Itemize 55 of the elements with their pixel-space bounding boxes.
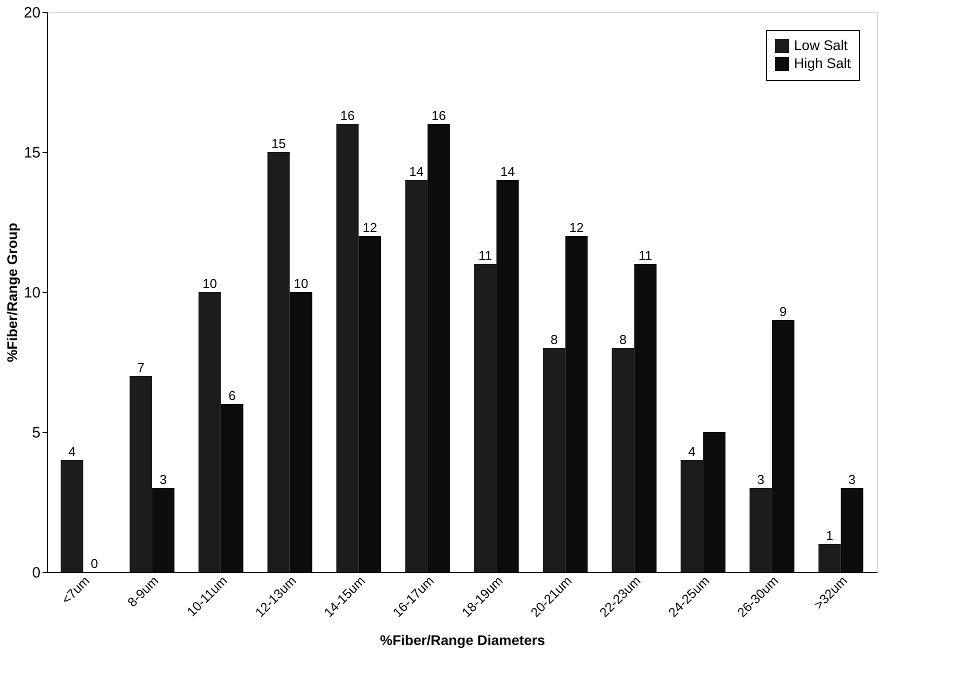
bar	[818, 544, 841, 572]
data-label: 3	[848, 472, 856, 487]
data-label: 9	[780, 304, 787, 319]
y-tick-label: 15	[24, 144, 40, 162]
y-tick-label: 0	[32, 564, 40, 582]
data-label: 16	[340, 108, 355, 123]
data-label: 16	[432, 108, 446, 123]
data-label: 12	[569, 220, 584, 235]
bar	[220, 404, 244, 572]
data-label: 3	[757, 472, 764, 487]
data-label: 1	[826, 528, 834, 543]
data-label: 4	[68, 444, 76, 459]
y-tick-label: 10	[24, 284, 40, 302]
data-label: 15	[271, 136, 286, 151]
bar	[840, 488, 864, 572]
data-label: 7	[137, 360, 144, 375]
data-label: 10	[294, 276, 308, 291]
data-label: 11	[638, 248, 652, 263]
y-axis-title: %Fiber/Range Group	[4, 222, 20, 362]
data-label: 4	[688, 444, 696, 459]
bar	[474, 264, 496, 572]
data-label: 0	[90, 556, 98, 571]
bar	[680, 460, 704, 572]
data-label: 10	[202, 276, 217, 291]
bar	[290, 292, 312, 572]
data-label: 12	[362, 220, 378, 235]
bar	[267, 152, 290, 572]
legend-label: Low Salt	[794, 37, 848, 53]
data-label: 8	[550, 332, 558, 347]
bar	[634, 264, 657, 572]
bar	[496, 180, 519, 572]
bar	[750, 488, 772, 572]
data-label: 14	[500, 164, 515, 179]
data-label: 6	[228, 388, 236, 403]
bar	[198, 292, 221, 572]
x-axis-title: %Fiber/Range Diameters	[380, 632, 546, 648]
y-tick-label: 5	[32, 424, 40, 442]
bar	[358, 236, 382, 572]
bar	[405, 180, 428, 572]
data-label: 14	[409, 164, 424, 179]
data-label: 11	[478, 248, 492, 263]
bar	[428, 124, 450, 572]
y-tick-label: 20	[24, 4, 40, 22]
bar	[130, 376, 152, 572]
bar	[60, 460, 84, 572]
bar	[542, 348, 566, 572]
bar	[336, 124, 359, 572]
bar	[565, 236, 588, 572]
bar	[772, 320, 794, 572]
legend-label: High Salt	[794, 55, 851, 71]
data-label: 8	[619, 332, 627, 347]
bar	[612, 348, 634, 572]
bar	[152, 488, 174, 572]
bar	[703, 432, 726, 572]
data-label: 3	[160, 472, 167, 487]
